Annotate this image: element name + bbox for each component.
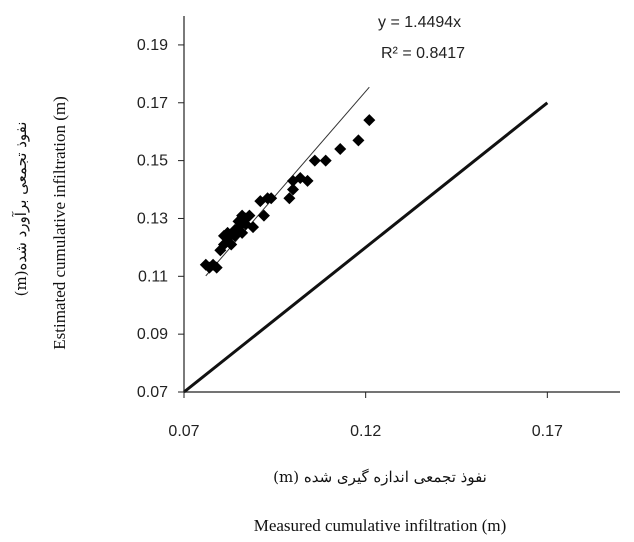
x-tick-labels: 0.07 0.12 0.17 — [168, 423, 563, 440]
data-point — [301, 174, 314, 187]
data-point — [210, 261, 223, 274]
y-axis-label-english: Estimated cumulative infiltration (m) — [50, 96, 69, 350]
data-point — [225, 238, 238, 251]
y-tick-label: 0.11 — [138, 268, 168, 285]
x-tick-label: 0.07 — [168, 423, 199, 440]
data-point — [283, 192, 296, 205]
axes — [178, 16, 620, 398]
data-point — [308, 154, 321, 167]
data-point — [257, 209, 270, 222]
x-tick-label: 0.12 — [350, 423, 381, 440]
data-point — [352, 134, 365, 147]
y-tick-label: 0.07 — [137, 384, 168, 401]
data-point — [236, 226, 249, 239]
data-point — [247, 221, 260, 234]
data-point — [334, 143, 347, 156]
y-axis-label-persian: نفوذ تجمعی برآورد شده(m) — [12, 122, 30, 297]
data-point — [265, 192, 278, 205]
data-points — [199, 114, 376, 274]
reference-line-layer — [183, 101, 549, 394]
y-tick-label: 0.19 — [137, 37, 168, 54]
y-tick-label: 0.13 — [137, 210, 168, 227]
data-point — [319, 154, 332, 167]
x-tick-label: 0.17 — [532, 423, 563, 440]
one-to-one-line — [183, 101, 549, 394]
data-point — [287, 183, 299, 196]
x-axis-label-persian: نفوذ تجمعی اندازه گیری شده (m) — [273, 468, 487, 486]
data-point — [363, 114, 376, 127]
y-tick-label: 0.17 — [137, 95, 168, 112]
trendline-equation: y = 1.4494x — [378, 14, 461, 31]
y-tick-label: 0.15 — [137, 153, 168, 170]
y-tick-labels: 0.07 0.09 0.11 0.13 0.15 0.17 0.19 — [137, 37, 168, 401]
x-axis-label-english: Measured cumulative infiltration (m) — [254, 516, 507, 535]
y-tick-label: 0.09 — [137, 326, 168, 343]
r-squared-label: R² = 0.8417 — [381, 45, 465, 62]
data-point — [243, 209, 256, 222]
